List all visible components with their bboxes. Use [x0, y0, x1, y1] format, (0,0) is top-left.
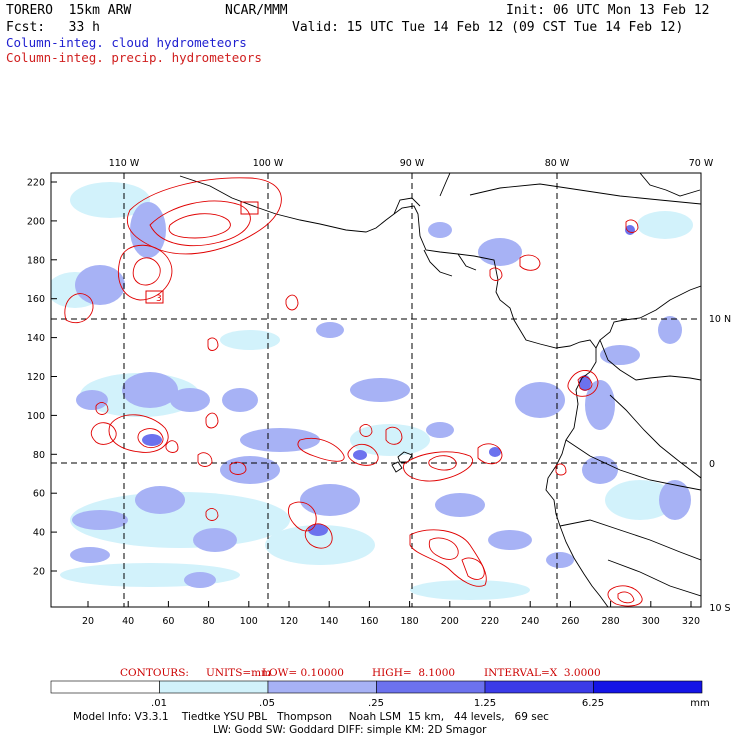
coastlines	[179, 173, 701, 607]
left-tick-label: 220	[27, 178, 45, 189]
field-precip-label: Column-integ. precip. hydrometeors	[6, 50, 262, 65]
legend-swatch	[267, 680, 377, 694]
org-label: NCAR/MMM	[225, 3, 288, 18]
bottom-tick-label: 180	[401, 616, 419, 627]
legend-swatch	[376, 680, 486, 694]
left-tick-label: 60	[33, 489, 45, 500]
bottom-tick-label: 260	[561, 616, 579, 627]
lon-label: 70 W	[689, 158, 714, 169]
model-title: TORERO 15km ARW	[6, 3, 132, 18]
legend-label: .05	[259, 698, 275, 709]
region-box-label: 3	[156, 294, 162, 304]
bottom-tick-label: 120	[280, 616, 298, 627]
legend-swatch	[159, 680, 269, 694]
left-tick-label: 160	[27, 294, 45, 305]
shading-layer	[51, 182, 693, 600]
lon-label: 110 W	[109, 158, 140, 169]
legend-swatch	[593, 680, 703, 694]
left-tick-label: 80	[33, 450, 45, 461]
right-lat-labels: 10 N 0 10 S	[709, 314, 731, 614]
legend-swatch	[484, 680, 594, 694]
lon-label: 100 W	[253, 158, 284, 169]
bottom-tick-label: 280	[602, 616, 620, 627]
region-box-a	[240, 201, 259, 215]
bottom-tick-label: 240	[521, 616, 539, 627]
bottom-tick-label: 320	[682, 616, 700, 627]
bottom-tick-label: 40	[122, 616, 134, 627]
left-tick-label: 40	[33, 528, 45, 539]
left-tick-label: 180	[27, 255, 45, 266]
valid-time: Valid: 15 UTC Tue 14 Feb 12 (09 CST Tue …	[292, 20, 684, 35]
init-time: Init: 06 UTC Mon 13 Feb 12	[506, 3, 710, 18]
legend-label: 6.25	[582, 698, 604, 709]
contour-label: CONTOURS:	[120, 667, 189, 679]
region-box-b	[145, 290, 164, 304]
lon-label: 80 W	[545, 158, 570, 169]
top-lon-labels: 110 W 100 W 90 W 80 W 70 W	[109, 158, 714, 169]
legend-bar	[50, 680, 703, 694]
lat-label: 0	[709, 459, 715, 470]
bottom-axis: 20 40 60 80 100 120 140 160 180 200 220 240 260 280 30…	[82, 601, 700, 627]
bottom-tick-label: 20	[82, 616, 94, 627]
left-tick-label: 20	[33, 567, 45, 578]
left-axis: 220 200 180 160 140 120 100 80 60 40 20	[27, 178, 57, 578]
bottom-tick-label: 80	[203, 616, 215, 627]
contour-low: LOW= 0.10000	[262, 667, 344, 679]
legend-swatch	[50, 680, 160, 694]
bottom-tick-label: 160	[360, 616, 378, 627]
bottom-tick-label: 100	[240, 616, 258, 627]
plot-frame	[50, 172, 702, 608]
left-tick-label: 120	[27, 372, 45, 383]
bottom-tick-label: 60	[162, 616, 174, 627]
left-tick-label: 140	[27, 333, 45, 344]
legend-unit: mm	[690, 698, 709, 709]
lat-label: 10 S	[709, 603, 730, 614]
left-tick-label: 100	[27, 411, 45, 422]
legend-label: 1.25	[474, 698, 496, 709]
contour-high: HIGH= 8.1000	[372, 667, 456, 679]
left-tick-label: 200	[27, 216, 45, 227]
model-info: Model Info: V3.3.1 Tiedtke YSU PBL Thomp…	[73, 711, 549, 723]
bottom-tick-label: 220	[481, 616, 499, 627]
lat-label: 10 N	[709, 314, 731, 325]
legend-labels: .01 .05 .25 1.25 6.25 mm	[151, 698, 710, 709]
legend-label: .01	[151, 698, 167, 709]
legend-label: .25	[368, 698, 384, 709]
lon-label: 90 W	[400, 158, 425, 169]
contour-units: UNITS=mm	[206, 667, 272, 679]
forecast-hour: Fcst: 33 h	[6, 20, 100, 35]
bottom-tick-label: 140	[320, 616, 338, 627]
contour-interval: INTERVAL=X 3.0000	[484, 667, 601, 679]
precip-contours	[64, 177, 643, 607]
bottom-tick-label: 200	[441, 616, 459, 627]
field-cloud-label: Column-integ. cloud hydrometeors	[6, 35, 247, 50]
bottom-tick-label: 300	[642, 616, 660, 627]
physics-info: LW: Godd SW: Goddard DIFF: simple KM: 2D…	[213, 724, 487, 736]
